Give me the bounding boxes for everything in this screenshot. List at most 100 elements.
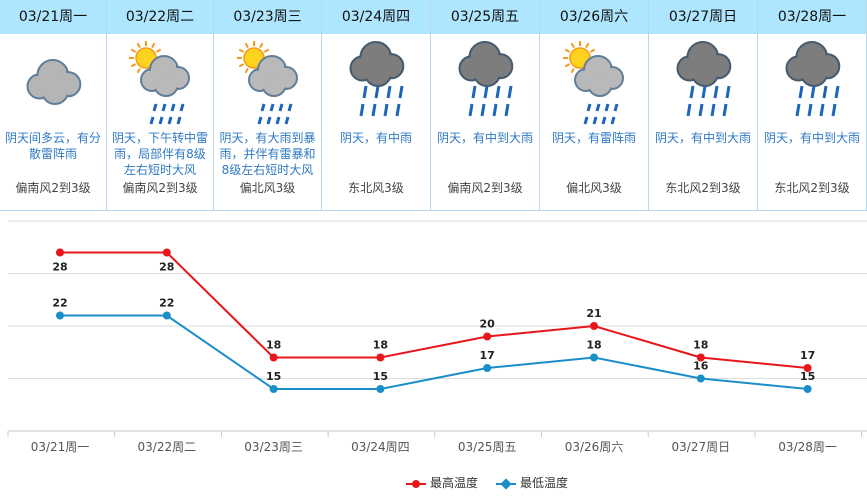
- legend-low-label: 最低温度: [520, 476, 569, 490]
- low-temp-point[interactable]: [56, 311, 64, 320]
- x-tick-label: 03/26周六: [565, 440, 624, 454]
- high-temp-label: 18: [266, 339, 281, 352]
- weather-description: 阴天，有中到大雨: [763, 131, 860, 145]
- weather-icon-wrap: [214, 34, 321, 130]
- low-temp-label: 18: [586, 339, 601, 352]
- day-date: 03/21周一: [0, 0, 106, 34]
- wind-info: 偏南风2到3级: [447, 181, 523, 195]
- dark-cloud-rain-icon: [676, 41, 732, 117]
- high-temp-label: 17: [800, 349, 815, 362]
- day-column: 03/25周五阴天，有中到大雨 偏南风2到3级: [431, 0, 540, 210]
- weather-description: 阴天，有大雨到暴雨，并伴有雷暴和8级左右短时大风: [219, 131, 316, 177]
- weather-description: 阴天，下午转中雷雨，局部伴有8级左右短时大风: [111, 131, 208, 177]
- weather-icon-wrap: [431, 34, 539, 130]
- cloudy-icon: [26, 59, 82, 105]
- weather-description: 阴天间多云，有分散雷阵雨: [4, 131, 101, 161]
- sun-cloud-rain-icon: [129, 41, 190, 125]
- legend-item-low[interactable]: 最低温度: [496, 475, 568, 491]
- weather-description: 阴天，有中到大雨: [654, 131, 751, 145]
- day-column: 03/27周日阴天，有中到大雨 东北风2到3级: [649, 0, 758, 210]
- dark-cloud-rain-icon: [785, 41, 841, 117]
- low-temp-label: 22: [159, 297, 174, 310]
- sun-cloud-rain-icon: [236, 41, 298, 125]
- x-tick-label: 03/28周一: [778, 440, 837, 454]
- legend-low-marker: [496, 482, 516, 485]
- high-temp-point[interactable]: [483, 332, 492, 341]
- x-tick-label: 03/24周四: [351, 440, 410, 454]
- weather-icon-wrap: [322, 34, 430, 130]
- high-temp-point[interactable]: [590, 322, 598, 330]
- x-tick-label: 03/27周日: [672, 440, 731, 454]
- day-date: 03/23周三: [214, 0, 321, 34]
- wind-info: 东北风3级: [348, 181, 404, 195]
- wind-info: 偏北风3级: [239, 181, 296, 195]
- low-temp-point[interactable]: [162, 311, 171, 320]
- wind-info: 偏北风3级: [566, 181, 622, 195]
- low-temp-label: 17: [480, 349, 495, 362]
- low-temp-line: [60, 314, 808, 390]
- low-temp-point[interactable]: [696, 374, 705, 383]
- forecast-strip: 03/21周一 阴天间多云，有分散雷阵雨 偏南风2到3级 03/22周二 阴天，下午转中…: [0, 0, 867, 211]
- high-temp-label: 18: [693, 339, 708, 352]
- high-temp-point[interactable]: [696, 353, 705, 362]
- low-temp-label: 15: [800, 370, 815, 383]
- legend-high-label: 最高温度: [430, 476, 479, 490]
- high-temp-point[interactable]: [162, 248, 171, 257]
- high-temp-point[interactable]: [376, 353, 385, 362]
- weather-icon-wrap: [649, 34, 757, 130]
- weather-icon-wrap: [0, 34, 106, 130]
- low-temp-point[interactable]: [376, 385, 385, 393]
- legend-item-high[interactable]: 最高温度: [406, 475, 478, 491]
- day-date: 03/25周五: [431, 0, 539, 34]
- x-tick-label: 03/23周三: [244, 440, 303, 454]
- wind-info: 偏南风2到3级: [122, 181, 198, 195]
- weather-description: 阴天，有中雨: [339, 131, 412, 145]
- day-date: 03/22周二: [107, 0, 213, 34]
- x-tick-label: 03/21周一: [31, 440, 90, 454]
- low-temp-label: 16: [693, 360, 709, 373]
- high-temp-label: 21: [586, 307, 601, 320]
- temperature-chart: 03/21周一 03/22周二 03/23周三 03/24周四 03/25周五 03/26…: [0, 211, 867, 498]
- weather-icon-wrap: [540, 34, 648, 130]
- day-date: 03/28周一: [758, 0, 866, 34]
- weather-icon-wrap: [758, 34, 866, 130]
- low-temp-point[interactable]: [590, 353, 598, 362]
- wind-info: 偏南风2到3级: [15, 181, 91, 195]
- high-temp-label: 28: [52, 261, 67, 274]
- dark-cloud-rain-icon: [458, 41, 514, 117]
- low-temp-label: 22: [52, 297, 67, 310]
- high-temp-label: 20: [480, 318, 496, 331]
- high-temp-point[interactable]: [269, 353, 278, 362]
- day-column: 03/21周一阴天间多云，有分散雷阵雨偏南风2到3级: [0, 0, 107, 210]
- high-temp-line: [60, 251, 808, 369]
- weather-description: 阴天，有中到大雨: [436, 131, 533, 145]
- temperature-chart-svg: 03/21周一 03/22周二 03/23周三 03/24周四 03/25周五 03/26…: [7, 220, 867, 454]
- low-temp-point[interactable]: [803, 385, 812, 393]
- weather-icon-wrap: [107, 34, 213, 130]
- x-tick-label: 03/25周五: [458, 440, 517, 454]
- low-temp-point[interactable]: [483, 364, 492, 372]
- day-date: 03/26周六: [540, 0, 648, 34]
- chart-legend: 最高温度 最低温度: [0, 471, 867, 493]
- day-date: 03/27周日: [649, 0, 757, 34]
- day-column: 03/23周三阴天，有大雨到暴雨，并伴有雷暴和8级左右短时大风偏北风3级: [214, 0, 322, 210]
- low-temp-label: 15: [266, 370, 281, 383]
- day-column: 03/24周四阴天，有中雨 东北风3级: [322, 0, 431, 210]
- low-temp-label: 15: [373, 370, 388, 383]
- day-column: 03/22周二阴天，下午转中雷雨，局部伴有8级左右短时大风偏南风2到3级: [107, 0, 214, 210]
- high-temp-label: 18: [373, 339, 388, 352]
- sun-cloud-rain-icon: [563, 41, 624, 125]
- low-temp-point[interactable]: [269, 385, 278, 393]
- wind-info: 东北风2到3级: [665, 181, 741, 195]
- day-date: 03/24周四: [322, 0, 430, 34]
- high-temp-point[interactable]: [803, 364, 812, 372]
- high-temp-point[interactable]: [56, 248, 64, 257]
- dark-cloud-rain-icon: [349, 41, 405, 117]
- wind-info: 东北风2到3级: [774, 181, 850, 195]
- legend-high-marker: [406, 479, 426, 488]
- weather-description: 阴天，有雷阵雨: [551, 131, 636, 145]
- x-tick-label: 03/22周二: [138, 440, 197, 454]
- high-temp-label: 28: [159, 261, 174, 274]
- day-column: 03/26周六阴天，有雷阵雨 偏北风3级: [540, 0, 649, 210]
- day-column: 03/28周一阴天，有中到大雨 东北风2到3级: [758, 0, 867, 210]
